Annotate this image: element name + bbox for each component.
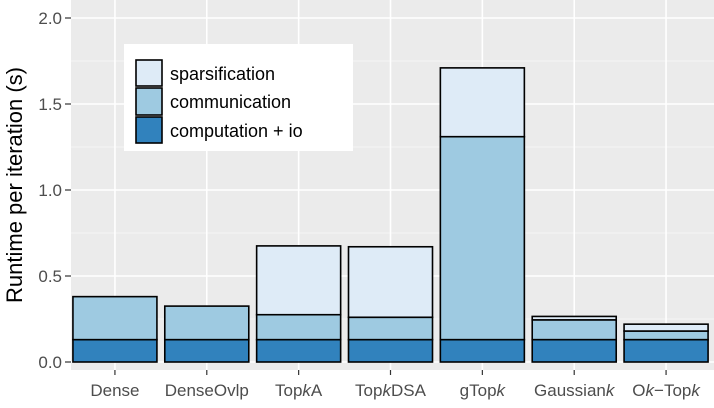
x-tick-label: Gaussiank [534,381,616,400]
bar-gaussiank-sparsification [531,315,618,321]
x-tick-label: Ok−Topk [632,381,701,400]
bar-topkdsa-sparsification [347,245,434,319]
bars [72,67,709,363]
x-tick-label: TopkDSA [355,381,427,400]
bar-topka-computation-io [255,338,342,363]
legend-label-communication: communication [170,92,291,112]
bar-denseovlp-communication [163,305,250,341]
y-axis: 0.0 0.5 1.0 1.5 2.0 [38,9,71,372]
bar-gaussiank-communication [531,319,618,341]
x-tick-label: DenseOvlp [165,381,249,400]
bar-topka-sparsification [255,245,342,316]
bar-denseovlp-computation-io [163,338,250,363]
x-tick-label: gTopk [460,381,507,400]
bar-ok-topk-computation-io [623,338,709,363]
y-tick-label: 0.5 [38,267,62,286]
bar-topkdsa-communication [347,316,434,341]
bar-gaussiank-computation-io [531,338,618,363]
bar-gtopk-computation-io [439,338,526,363]
bar-topka-communication [255,313,342,341]
x-axis: Dense DenseOvlp TopkA TopkDSA gTopk Gaussiank… [90,370,701,400]
x-tick-label: TopkA [275,381,323,400]
bar-gtopk-sparsification [439,67,526,138]
bar-ok-topk-communication [623,330,709,341]
legend: sparsification communication computation… [124,44,353,151]
legend-label-computation-io: computation + io [170,121,303,141]
legend-swatch-communication [135,87,163,116]
legend-swatch-sparsification [135,59,163,87]
bar-dense-computation-io [72,338,158,363]
y-tick-label: 0.0 [38,353,62,372]
legend-label-sparsification: sparsification [170,64,275,84]
legend-swatch-computation-io [135,116,163,144]
y-tick-label: 1.5 [38,95,62,114]
bar-gtopk-communication [439,135,526,341]
x-tick-label: Dense [90,381,139,400]
bar-ok-topk-sparsification [623,323,709,332]
y-axis-label: Runtime per iteration (s) [2,67,27,303]
y-tick-label: 1.0 [38,181,62,200]
bar-topkdsa-computation-io [347,338,434,363]
bar-dense-communication [72,295,158,341]
y-tick-label: 2.0 [38,9,62,28]
